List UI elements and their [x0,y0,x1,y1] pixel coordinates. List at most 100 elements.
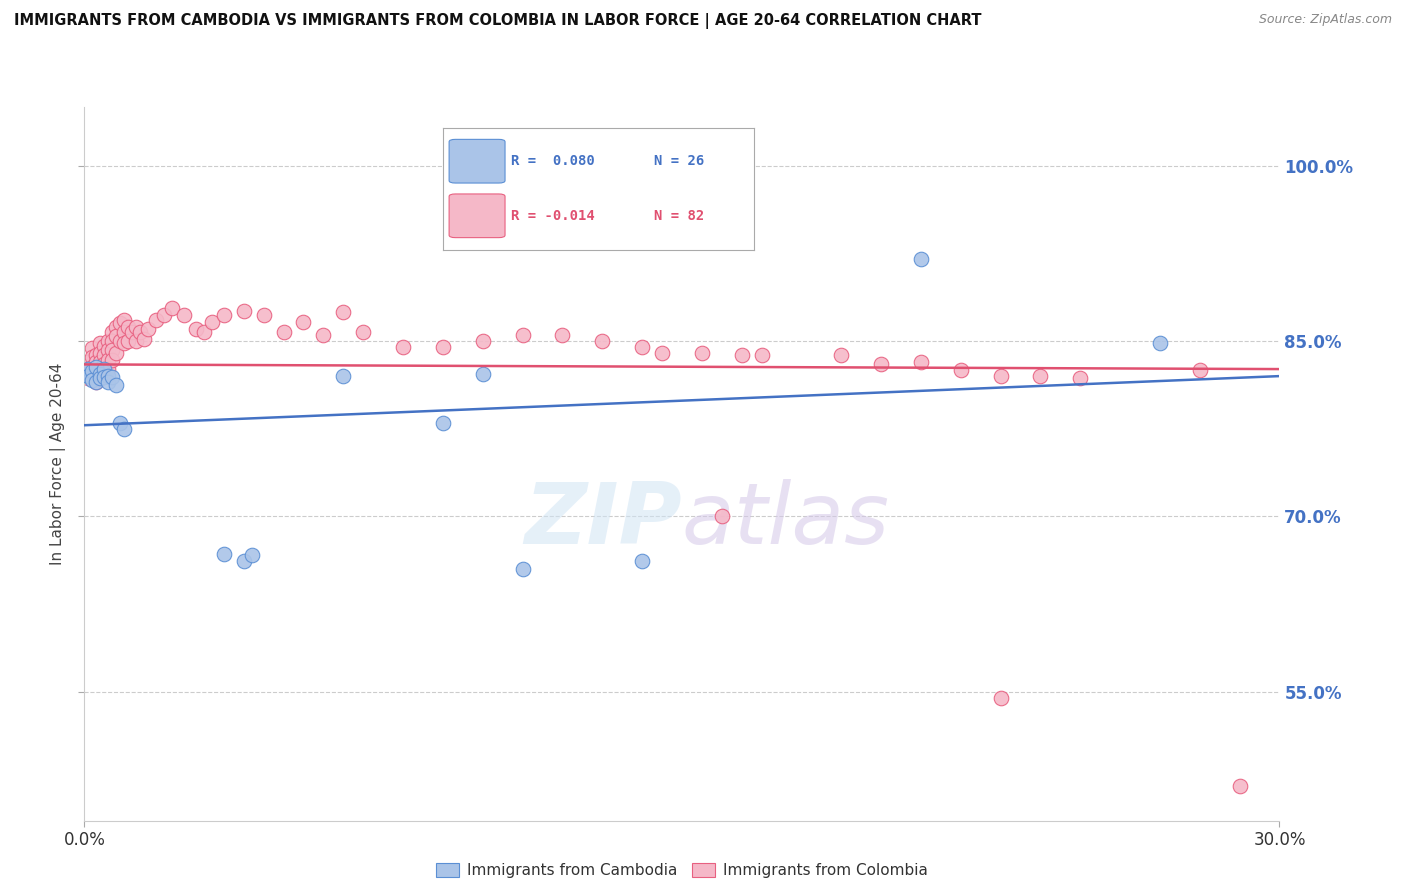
Point [471,334,494,348]
Point [512,328,534,343]
Point [82,359,104,374]
Point [93,370,115,384]
Legend: Immigrants from Cambodia, Immigrants from Colombia: Immigrants from Cambodia, Immigrants fro… [430,857,934,884]
Point [82,369,104,384]
Point [253,308,276,322]
Point [97,362,120,376]
Point [112,422,135,436]
Text: Source: ZipAtlas.com: Source: ZipAtlas.com [1258,13,1392,27]
Point [551,328,574,343]
Point [97,369,120,384]
Point [184,322,207,336]
Point [89,345,111,359]
Point [110,334,132,348]
Point [173,308,195,322]
Point [1069,371,1091,385]
Point [631,554,654,568]
Point [110,317,132,331]
Point [101,352,124,367]
Point [97,375,120,389]
Point [101,370,124,384]
Text: atlas: atlas [682,479,890,563]
Point [86,369,108,384]
Point [89,362,111,376]
Point [93,358,115,372]
Point [125,320,148,334]
Point [77,355,100,369]
Point [89,367,111,381]
Point [990,369,1012,384]
Point [93,367,115,381]
Point [97,343,120,358]
Point [97,334,120,348]
Point [117,334,139,348]
Point [89,336,111,351]
Point [240,548,263,562]
Point [93,348,115,362]
Point [710,509,733,524]
Point [631,340,654,354]
Point [232,303,254,318]
Point [101,343,124,358]
Point [110,416,132,430]
Point [830,348,852,362]
Point [136,322,159,336]
Point [77,371,100,385]
Point [82,364,104,378]
Point [112,336,135,351]
Point [125,334,148,348]
Point [432,340,454,354]
Point [1149,336,1171,351]
Point [153,308,176,322]
Point [392,340,415,354]
Point [93,339,115,353]
Point [105,329,128,343]
Point [312,328,335,343]
Point [591,334,613,348]
Point [105,345,128,359]
Point [105,320,128,334]
Point [132,332,156,346]
Point [77,369,100,384]
Point [112,313,135,327]
Point [89,371,111,385]
Point [332,369,354,384]
Point [77,362,100,376]
Point [990,690,1012,705]
Point [86,355,108,369]
Point [949,363,972,377]
Point [86,359,108,374]
Point [690,345,713,359]
Point [112,325,135,339]
Text: IMMIGRANTS FROM CAMBODIA VS IMMIGRANTS FROM COLOMBIA IN LABOR FORCE | AGE 20-64 : IMMIGRANTS FROM CAMBODIA VS IMMIGRANTS F… [14,13,981,29]
Point [97,352,120,367]
Point [471,367,494,381]
Point [93,362,115,376]
Point [89,371,111,385]
Point [512,562,534,576]
Point [751,348,773,362]
Point [1188,363,1211,377]
Point [910,252,932,266]
Point [160,301,183,316]
Point [1229,779,1251,793]
Point [212,308,235,322]
Point [82,351,104,365]
Point [870,358,893,372]
Point [352,325,374,339]
Point [201,315,224,329]
Point [117,320,139,334]
Point [121,325,143,339]
Point [101,334,124,348]
Point [910,355,932,369]
Point [273,325,295,339]
Point [145,313,167,327]
Point [292,315,315,329]
Point [82,373,104,387]
Point [432,416,454,430]
Point [82,341,104,355]
Point [77,362,100,376]
Point [86,362,108,376]
Point [332,305,354,319]
Y-axis label: In Labor Force | Age 20-64: In Labor Force | Age 20-64 [49,363,66,565]
